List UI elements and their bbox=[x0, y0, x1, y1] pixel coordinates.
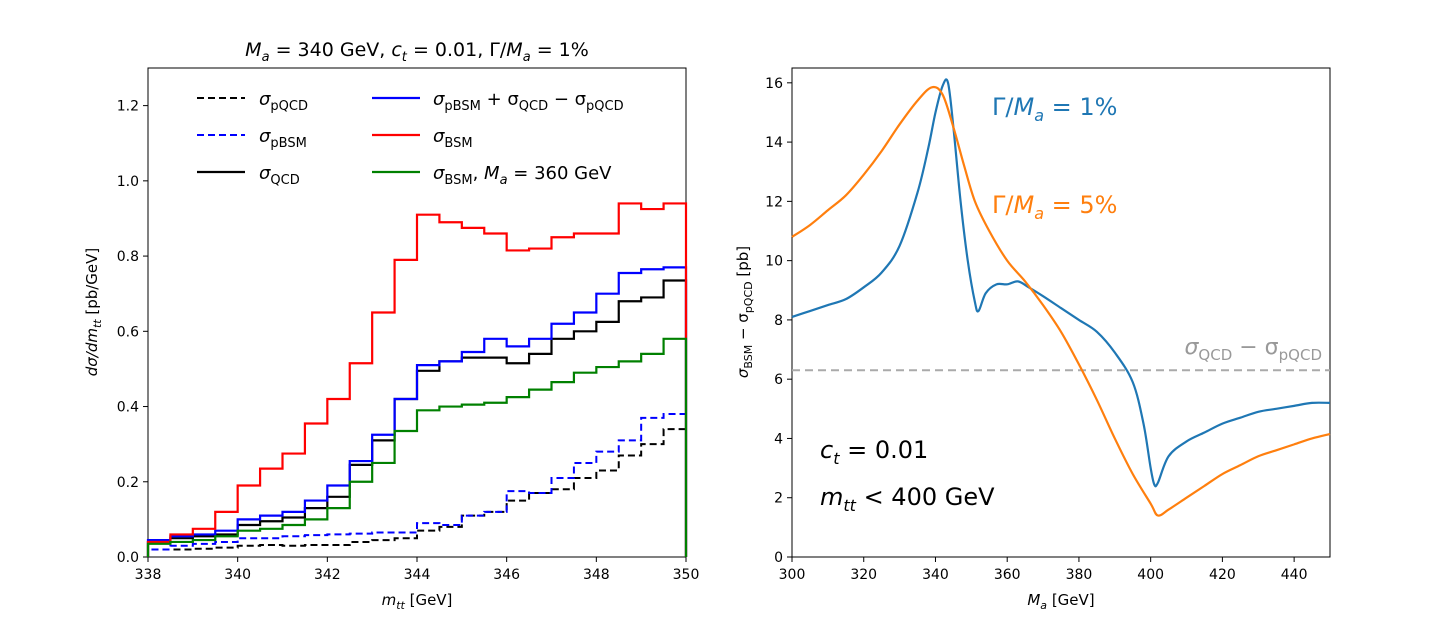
right-plot-frame bbox=[791, 67, 1331, 558]
y-tick-label: 6 bbox=[774, 372, 783, 388]
left-chart: Ma = 340 GeV, ct = 0.01, Γ/Ma = 1% 338 34… bbox=[83, 39, 699, 612]
x-tick-label: 344 bbox=[404, 567, 431, 583]
qcd-gap-label: σQCD − σpQCD bbox=[1184, 335, 1322, 364]
x-tick-label: 342 bbox=[314, 567, 341, 583]
x-tick-label: 338 bbox=[135, 567, 162, 583]
y-tick-label: 14 bbox=[765, 135, 783, 151]
x-tick-label: 340 bbox=[224, 567, 251, 583]
y-tick-label: 0.2 bbox=[117, 475, 139, 491]
y-tick-label: 1.0 bbox=[117, 174, 139, 190]
series-line-0 bbox=[147, 428, 687, 557]
x-tick-label: 300 bbox=[779, 567, 806, 583]
y-tick-label: 0 bbox=[774, 550, 783, 566]
y-tick-label: 16 bbox=[765, 76, 783, 92]
series-line-3 bbox=[146, 266, 688, 557]
x-tick-label: 400 bbox=[1137, 567, 1164, 583]
left-plot-frame bbox=[147, 67, 687, 558]
x-tick-label: 320 bbox=[850, 567, 877, 583]
legend-label-qcd: σQCD bbox=[259, 163, 300, 188]
x-tick-label: 440 bbox=[1281, 567, 1308, 583]
x-tick-label: 420 bbox=[1209, 567, 1236, 583]
x-tick-label: 360 bbox=[994, 567, 1021, 583]
left-chart-title: Ma = 340 GeV, ct = 0.01, Γ/Ma = 1% bbox=[245, 39, 589, 65]
y-tick-label: 0.8 bbox=[117, 249, 139, 265]
series-line-5 bbox=[146, 337, 688, 557]
left-legend: σpQCD σpBSM σQCD σpBSM + σQCD − σpQCD σB… bbox=[197, 89, 624, 188]
series-line-4 bbox=[146, 202, 688, 557]
label-gamma-5pct: Γ/Ma = 5% bbox=[992, 191, 1117, 223]
x-tick-label: 340 bbox=[922, 567, 949, 583]
x-tick-label: 348 bbox=[583, 567, 610, 583]
y-tick-label: 8 bbox=[774, 313, 783, 329]
mtt-annotation: mtt < 400 GeV bbox=[820, 483, 995, 515]
y-tick-label: 12 bbox=[765, 194, 783, 210]
curve-1 bbox=[791, 85, 1331, 517]
left-x-axis-label: mtt [GeV] bbox=[382, 591, 453, 612]
y-tick-label: 4 bbox=[774, 431, 783, 447]
y-tick-label: 2 bbox=[774, 491, 783, 507]
x-tick-label: 346 bbox=[493, 567, 520, 583]
curve-0 bbox=[791, 78, 1331, 488]
legend-label-pqcd: σpQCD bbox=[259, 89, 308, 114]
x-tick-label: 380 bbox=[1066, 567, 1093, 583]
y-tick-label: 1.2 bbox=[117, 99, 139, 115]
right-chart: 300 320 340 360 380 400 420 440 0 2 4 6 8 10 12 14 16 Ma… bbox=[734, 67, 1331, 612]
label-gamma-1pct: Γ/Ma = 1% bbox=[992, 93, 1117, 125]
y-tick-label: 10 bbox=[765, 254, 783, 270]
legend-label-pbsm: σpBSM bbox=[259, 126, 307, 151]
ct-annotation: ct = 0.01 bbox=[820, 436, 928, 468]
x-tick-label: 350 bbox=[673, 567, 700, 583]
legend-label-bsm-360: σBSM, Ma = 360 GeV bbox=[433, 163, 612, 188]
legend-label-combined: σpBSM + σQCD − σpQCD bbox=[433, 89, 624, 114]
legend-label-bsm: σBSM bbox=[433, 126, 473, 151]
y-tick-label: 0.4 bbox=[117, 400, 139, 416]
left-y-axis-label: dσ/dmtt [pb/GeV] bbox=[83, 248, 104, 377]
y-tick-label: 0.6 bbox=[117, 324, 139, 340]
right-x-axis-label: Ma [GeV] bbox=[1027, 591, 1094, 612]
right-y-axis-label: σBSM − σpQCD [pb] bbox=[734, 246, 755, 378]
series-line-1 bbox=[147, 413, 687, 557]
y-tick-label: 0.0 bbox=[117, 550, 139, 566]
